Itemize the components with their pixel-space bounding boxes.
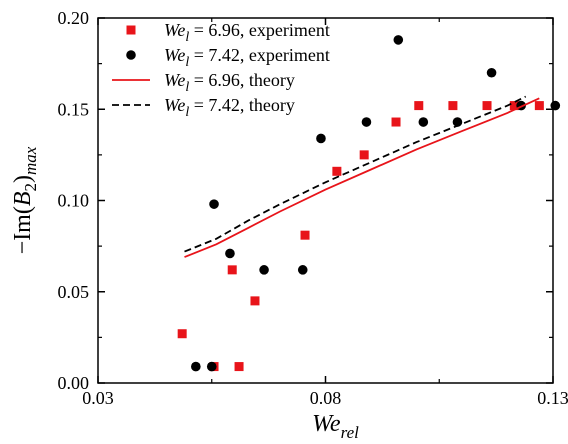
legend-item-th696: Wel = 6.96, theory: [112, 70, 295, 95]
legend-label: Wel = 7.42, theory: [164, 95, 295, 120]
data-point: [297, 265, 308, 275]
y-tick-label: 0.00: [58, 373, 90, 393]
legend-label-sub: l: [185, 30, 189, 45]
x-tick-label: 0.13: [537, 388, 568, 408]
legend-label: Wel = 6.96, experiment: [164, 20, 330, 45]
legend-label-rest: = 7.42, experiment: [189, 45, 330, 65]
series-line-th742: [184, 95, 527, 253]
legend-label-base: We: [164, 20, 185, 40]
data-point: [191, 361, 201, 372]
data-point: [448, 101, 458, 111]
data-point: [225, 248, 235, 259]
series-line-th696: [184, 97, 540, 258]
x-tick-label: 0.08: [310, 388, 342, 408]
data-point: [250, 296, 260, 306]
data-point: [418, 117, 429, 127]
legend-label-sub: l: [185, 105, 189, 120]
legend-label-rest: = 7.42, theory: [189, 95, 295, 115]
legend-label-base: We: [164, 45, 185, 65]
data-point: [414, 101, 424, 111]
y-axis-title: −Im(B2)max: [10, 146, 40, 254]
x-axis-title-sub: rel: [341, 423, 360, 442]
data-point: [227, 265, 237, 275]
data-point: [486, 67, 497, 78]
legend-label-sub: l: [185, 80, 189, 95]
x-axis-title: Werel: [312, 411, 359, 442]
legend-label-rest: = 6.96, theory: [189, 70, 295, 90]
y-axis-title-prefix: −Im(: [10, 206, 36, 254]
y-axis-title-close: ): [10, 175, 36, 183]
y-tick-label: 0.05: [58, 282, 90, 302]
data-point: [316, 133, 326, 144]
y-axis-title-sub2: max: [21, 146, 40, 175]
x-tick-label: 0.03: [82, 388, 114, 408]
y-tick-label: 0.20: [58, 8, 90, 28]
legend-item-th742: Wel = 7.42, theory: [112, 95, 295, 120]
legend-item-exp742: Wel = 7.42, experiment: [126, 45, 330, 70]
data-point: [509, 101, 519, 111]
y-tick-label: 0.10: [58, 191, 90, 211]
legend-swatch-marker: [126, 25, 136, 35]
legend-label-sub: l: [185, 55, 189, 70]
data-point: [391, 117, 401, 127]
y-axis-title-sub1: 2: [21, 183, 40, 192]
data-point: [206, 361, 217, 372]
ticks-layer: 0.03 0.08 0.13 0.00 0.05 0.10 0.15 0.20: [58, 8, 568, 408]
data-point: [482, 101, 492, 111]
y-axis-title-base: B: [10, 191, 36, 206]
y-tick-label: 0.15: [58, 99, 90, 119]
data-point: [234, 362, 244, 372]
series-exp696: [177, 101, 544, 372]
legend-label: Wel = 7.42, experiment: [164, 45, 330, 70]
legend-label-base: We: [164, 70, 185, 90]
series-th742: [184, 95, 527, 253]
data-point: [359, 150, 369, 160]
legend-item-exp696: Wel = 6.96, experiment: [126, 20, 330, 45]
series-layer: [177, 35, 561, 372]
data-point: [259, 265, 269, 275]
legend-label-rest: = 6.96, experiment: [189, 20, 330, 40]
data-point: [534, 101, 544, 111]
data-point: [332, 166, 342, 176]
data-point: [209, 199, 219, 209]
data-point: [177, 329, 187, 339]
legend-label: Wel = 6.96, theory: [164, 70, 295, 95]
data-point: [300, 230, 310, 240]
series-th696: [184, 97, 540, 258]
data-point: [361, 117, 372, 127]
legend-label-base: We: [164, 95, 185, 115]
data-point: [393, 35, 404, 45]
legend-swatch-marker: [126, 50, 136, 60]
x-axis-title-base: We: [312, 411, 341, 437]
